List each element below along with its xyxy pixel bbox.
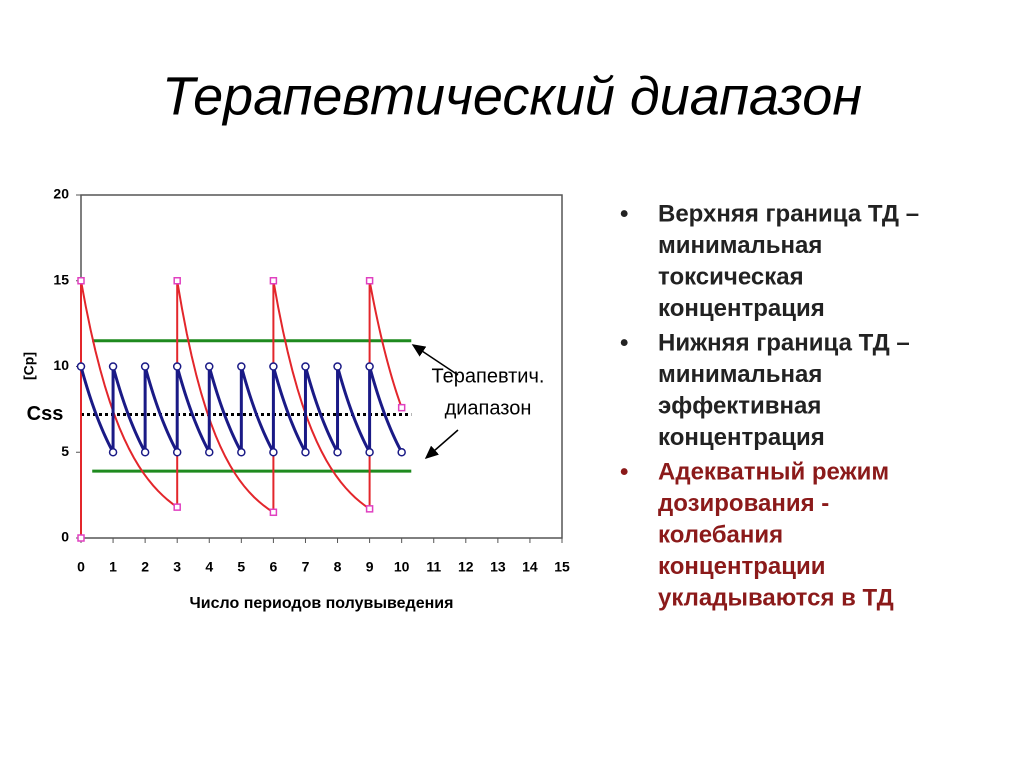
x-tick-label: 0 (77, 559, 85, 575)
annotation: диапазон (445, 397, 532, 419)
point (173, 503, 181, 511)
x-tick-label: 3 (173, 559, 181, 575)
point (269, 508, 278, 517)
bullet-text: укладываются в ТД (658, 584, 894, 611)
annotation: Терапевтич. (432, 365, 545, 387)
x-tick-label: 10 (394, 559, 410, 575)
point (77, 277, 85, 285)
x-tick-label: 1 (109, 559, 117, 575)
y-tick-label: 10 (53, 357, 69, 373)
x-tick-label: 2 (141, 559, 149, 575)
point (301, 362, 310, 371)
point (173, 277, 181, 285)
x-tick-label: 5 (237, 559, 245, 575)
point (365, 362, 374, 371)
y-tick-label: 15 (53, 271, 69, 287)
x-tick-label: 6 (270, 559, 278, 575)
point (140, 362, 150, 371)
bullet-text: концентрация (658, 295, 825, 322)
bullet-dot: • (620, 200, 628, 227)
bullet-text: Нижняя граница ТД – (658, 329, 910, 356)
bullet-text: эффективная (658, 392, 821, 419)
x-axis-label: Число периодов полувыведения (190, 595, 454, 612)
bullet-text: концентрация (658, 424, 825, 451)
x-tick-label: 11 (426, 559, 441, 575)
arrow (411, 344, 459, 376)
bullet-text: концентрации (658, 553, 825, 580)
point (237, 362, 246, 371)
css-label: Css (27, 403, 64, 425)
point (77, 534, 85, 542)
y-tick-label: 0 (61, 529, 69, 545)
point (172, 448, 182, 457)
point (333, 362, 342, 371)
point (397, 448, 406, 457)
y-tick-label: 20 (53, 186, 69, 202)
point (333, 448, 342, 457)
bullet-text: минимальная (658, 232, 822, 259)
point (269, 277, 278, 285)
point (205, 448, 214, 457)
bullet-text: Адекватный режим (658, 458, 889, 485)
point (108, 448, 118, 457)
point (269, 362, 278, 371)
point (397, 403, 406, 412)
bullet-text: Верхняя граница ТД – (658, 200, 919, 227)
point (140, 448, 150, 457)
bullet-text: колебания (658, 521, 783, 548)
x-tick-label: 12 (458, 559, 474, 575)
point (365, 448, 374, 457)
bullet-text: дозирования - (658, 490, 829, 517)
x-tick-label: 9 (366, 559, 374, 575)
x-tick-label: 8 (334, 559, 342, 575)
y-axis-label: [Cp] (21, 352, 37, 380)
title: Терапевтический диапазон (162, 66, 862, 126)
x-tick-label: 4 (205, 559, 213, 575)
point (205, 362, 214, 371)
series-line (79, 366, 403, 453)
point (108, 362, 118, 371)
bullet-text: минимальная (658, 361, 822, 388)
point (237, 448, 246, 457)
point (172, 362, 182, 371)
x-tick-label: 15 (554, 559, 570, 575)
x-tick-label: 7 (302, 559, 310, 575)
arrow (424, 429, 459, 459)
point (365, 505, 374, 513)
point (301, 448, 310, 457)
point (365, 277, 374, 285)
y-tick-label: 5 (61, 443, 69, 459)
x-tick-label: 14 (522, 559, 538, 575)
point (269, 448, 278, 457)
bullet-dot: • (620, 458, 628, 485)
bullet-text: токсическая (658, 263, 804, 290)
x-tick-label: 13 (490, 559, 506, 575)
point (76, 362, 86, 371)
bullet-dot: • (620, 329, 628, 356)
